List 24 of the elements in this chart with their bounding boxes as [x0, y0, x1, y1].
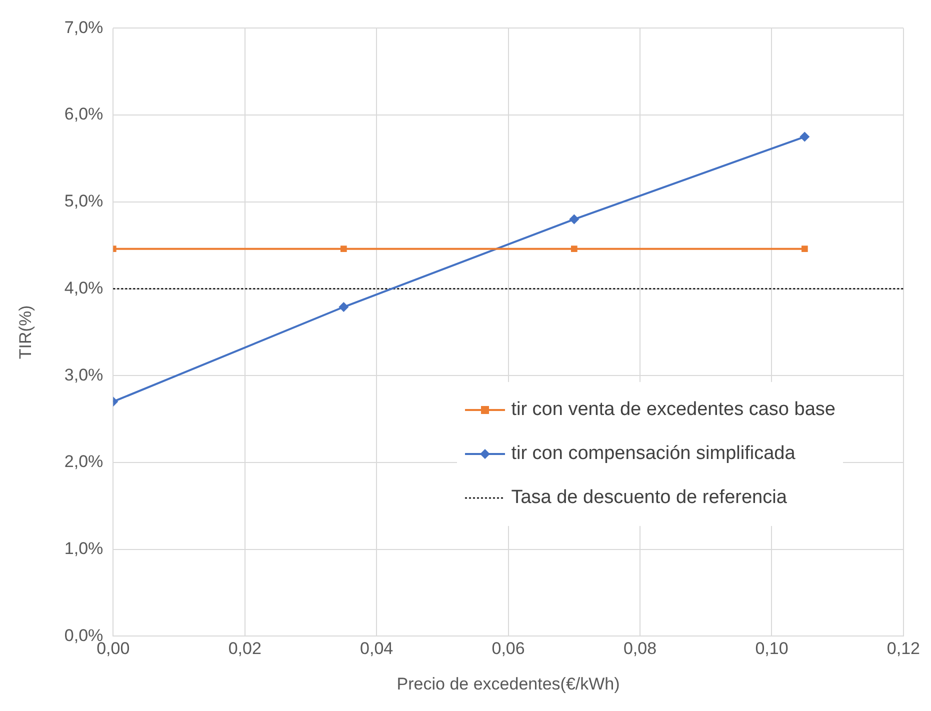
legend-label: Tasa de descuento de referencia	[511, 487, 787, 510]
x-tick-label: 0,06	[492, 639, 525, 658]
legend-label: tir con venta de excedentes caso base	[511, 399, 836, 422]
point	[340, 246, 347, 252]
x-axis-title: Precio de excedentes(€/kWh)	[396, 674, 620, 694]
x-tick-label: 0,12	[886, 639, 920, 658]
point	[338, 302, 349, 312]
y-axis-title: TIR(%)	[16, 305, 35, 360]
x-tick-label: 0,04	[360, 639, 394, 658]
x-tick-label: 0,10	[755, 639, 788, 658]
point	[800, 132, 810, 142]
y-tick-label: 4,0%	[64, 278, 104, 298]
point	[569, 214, 580, 224]
legend-label: tir con compensación simplificada	[511, 443, 796, 466]
point	[570, 246, 578, 252]
y-tick-label: 6,0%	[64, 104, 104, 124]
y-tick-label: 2,0%	[64, 452, 104, 472]
x-tick-label: 0,02	[228, 639, 262, 658]
point	[801, 246, 808, 252]
y-tick-label: 5,0%	[64, 192, 104, 211]
x-tick-label: 0,08	[623, 639, 657, 658]
y-tick-label: 3,0%	[64, 365, 104, 384]
y-tick-label: 7,0%	[64, 18, 104, 37]
y-tick-label: 1,0%	[64, 539, 104, 558]
